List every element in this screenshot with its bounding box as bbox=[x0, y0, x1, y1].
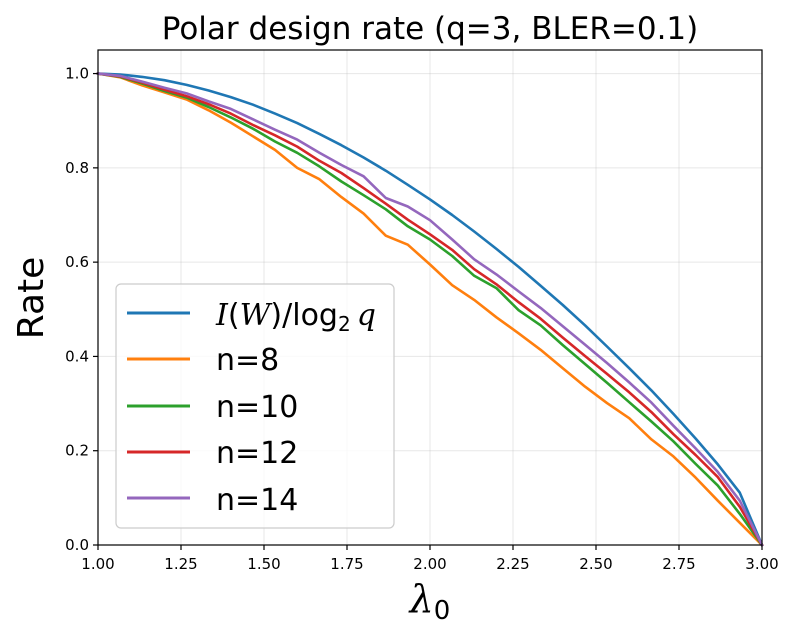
x-tick-label-4: 2.00 bbox=[413, 555, 446, 573]
y-tick-label-4: 0.8 bbox=[65, 159, 89, 177]
legend-label-2: n=10 bbox=[216, 390, 298, 425]
series-line-2 bbox=[96, 72, 764, 547]
y-axis-ticks: 0.0 0.2 0.4 0.6 0.8 1.0 bbox=[65, 65, 98, 554]
y-tick-label-2: 0.4 bbox=[65, 347, 89, 365]
series-line-1 bbox=[96, 72, 764, 547]
legend-label-0: I(W)/log2 q bbox=[215, 298, 376, 336]
y-tick-label-5: 1.0 bbox=[65, 65, 89, 83]
legend-entry-2: n=10 bbox=[127, 390, 298, 425]
legend: I(W)/log2 q n=8 n=10 n=12 n=14 bbox=[115, 283, 395, 529]
series-line-0 bbox=[96, 72, 764, 547]
y-tick-label-3: 0.6 bbox=[65, 253, 89, 271]
x-tick-label-8: 3.00 bbox=[745, 555, 778, 573]
x-tick-label-2: 1.50 bbox=[247, 555, 280, 573]
x-tick-label-7: 2.75 bbox=[662, 555, 695, 573]
x-tick-label-3: 1.75 bbox=[330, 555, 363, 573]
x-axis-label: λ0 bbox=[408, 577, 451, 626]
chart-title: Polar design rate (q=3, BLER=0.1) bbox=[162, 11, 699, 47]
legend-entry-1: n=8 bbox=[127, 343, 279, 378]
legend-label-3: n=12 bbox=[216, 436, 298, 471]
series-layer bbox=[96, 72, 764, 547]
legend-box bbox=[115, 283, 395, 529]
x-tick-label-6: 2.50 bbox=[579, 555, 612, 573]
legend-entry-4: n=14 bbox=[127, 483, 298, 518]
x-tick-label-1: 1.25 bbox=[164, 555, 197, 573]
legend-label-4: n=14 bbox=[216, 483, 298, 518]
x-tick-label-0: 1.00 bbox=[81, 555, 114, 573]
series-line-3 bbox=[96, 72, 764, 547]
x-axis-label-subscript: 0 bbox=[434, 596, 451, 626]
x-axis-ticks: 1.00 1.25 1.50 1.75 2.00 2.25 2.50 2.75 3.00 bbox=[81, 545, 779, 573]
legend-label-1: n=8 bbox=[216, 343, 279, 378]
legend-entry-0: I(W)/log2 q bbox=[127, 298, 376, 336]
legend-entry-3: n=12 bbox=[127, 436, 298, 471]
x-tick-label-5: 2.25 bbox=[496, 555, 529, 573]
x-axis-label-lambda: λ bbox=[408, 577, 434, 621]
series-line-4 bbox=[96, 72, 764, 547]
y-axis-label: Rate bbox=[11, 257, 52, 340]
y-tick-label-1: 0.2 bbox=[65, 442, 89, 460]
y-tick-label-0: 0.0 bbox=[65, 536, 89, 554]
